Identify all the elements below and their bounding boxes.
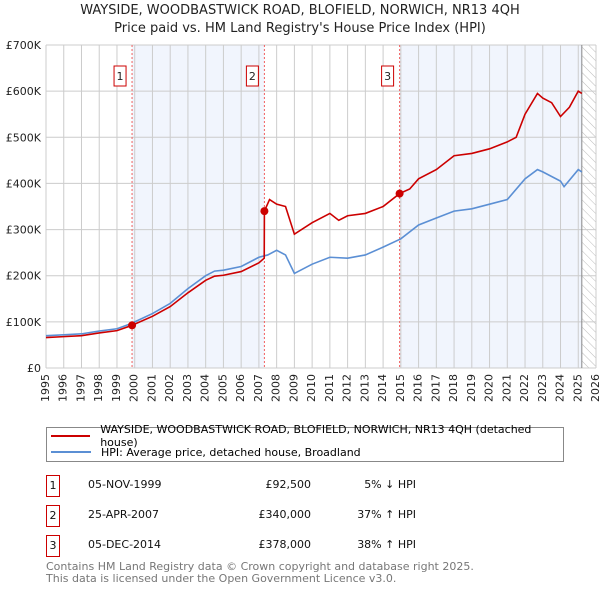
sale-price: £378,000: [258, 538, 312, 551]
x-tick-label: 2024: [554, 374, 567, 402]
x-tick-label: 2014: [376, 374, 389, 402]
x-tick-label: 2006: [234, 374, 247, 402]
sale-badge: 3: [46, 535, 60, 557]
x-tick-label: 2009: [287, 374, 300, 402]
sale-point: [128, 321, 137, 330]
chart-plot: 1995 1996 1997 1998 1999 2000 2001 2002 2003 2004…: [6, 39, 600, 402]
y-tick-label: £600K: [6, 85, 42, 98]
x-tick-label: 2021: [500, 374, 513, 402]
x-tick-label: 2010: [305, 374, 318, 402]
sale-row: 1 05-NOV-1999 £92,500 5% ↓ HPI: [46, 475, 446, 497]
x-tick-label: 1998: [92, 374, 105, 402]
chart-title: WAYSIDE, WOODBASTWICK ROAD, BLOFIELD, NO…: [80, 3, 520, 18]
legend-swatch-red: [51, 435, 91, 437]
sale-label-box: [113, 65, 127, 87]
x-tick-label: 2026: [589, 374, 600, 402]
footer-copyright: Contains HM Land Registry data © Crown c…: [46, 560, 474, 573]
sale-date: 05-NOV-1999: [88, 478, 162, 491]
forecast-hatch: [581, 45, 596, 368]
sale-date: 25-APR-2007: [88, 508, 160, 521]
legend: WAYSIDE, WOODBASTWICK ROAD, BLOFIELD, NO…: [46, 423, 564, 462]
sale-period-shade: [399, 45, 582, 368]
sale-label: 3: [384, 70, 391, 83]
x-tick-label: 2001: [145, 374, 158, 402]
sale-hpi-diff: 37% ↑ HPI: [357, 508, 416, 521]
x-tick-label: 2008: [270, 374, 283, 402]
sale-price: £92,500: [265, 478, 312, 491]
x-tick-label: 2017: [429, 374, 442, 402]
x-tick-label: 2020: [483, 374, 496, 402]
x-tick-label: 2023: [536, 374, 549, 402]
sale-price: £340,000: [258, 508, 312, 521]
sale-row: 2 25-APR-2007 £340,000 37% ↑ HPI: [46, 505, 446, 527]
x-tick-label: 2003: [181, 374, 194, 402]
sale-label-box: [245, 65, 259, 87]
x-tick-label: 1995: [39, 374, 52, 402]
legend-label: HPI: Average price, detached house, Broa…: [101, 445, 361, 459]
x-tick-label: 2015: [394, 374, 407, 402]
sale-label: 2: [249, 70, 256, 83]
sale-date: 05-DEC-2014: [88, 538, 162, 551]
x-tick-label: 2012: [341, 374, 354, 402]
sale-badge: 1: [46, 475, 60, 497]
y-tick-label: £700K: [6, 39, 42, 52]
y-tick-label: £300K: [6, 224, 42, 237]
x-tick-label: 2016: [412, 374, 425, 402]
series-line: [45, 90, 583, 339]
sale-hpi-diff: 5% ↓ HPI: [364, 478, 416, 491]
x-tick-label: 2005: [216, 374, 229, 402]
x-tick-label: 2019: [465, 374, 478, 402]
x-tick-label: 2004: [199, 374, 212, 402]
legend-item-hpi: HPI: Average price, detached house, Broa…: [51, 444, 361, 460]
sale-row: 3 05-DEC-2014 £378,000 38% ↑ HPI: [46, 535, 446, 557]
y-tick-label: £100K: [6, 316, 42, 329]
legend-label: WAYSIDE, WOODBASTWICK ROAD, BLOFIELD, NO…: [100, 423, 532, 449]
sale-point: [395, 189, 404, 198]
x-tick-label: 2022: [518, 374, 531, 402]
x-tick-label: 2018: [447, 374, 460, 402]
x-tick-label: 2002: [163, 374, 176, 402]
x-tick-label: 2000: [128, 374, 141, 402]
x-tick-label: 2007: [252, 374, 265, 402]
x-tick-label: 2025: [571, 374, 584, 402]
sale-hpi-diff: 38% ↑ HPI: [357, 538, 416, 551]
sale-point: [260, 207, 269, 216]
series-line: [45, 168, 583, 337]
sale-label-box: [381, 65, 395, 87]
x-tick-label: 2013: [358, 374, 371, 402]
x-tick-label: 1999: [110, 374, 123, 402]
sale-label: 1: [117, 70, 124, 83]
y-tick-label: £500K: [6, 131, 42, 144]
legend-item-property: WAYSIDE, WOODBASTWICK ROAD, BLOFIELD, NO…: [51, 423, 563, 449]
x-tick-label: 1997: [74, 374, 87, 402]
chart-subtitle: Price paid vs. HM Land Registry's House …: [114, 21, 486, 36]
footer-licence: This data is licensed under the Open Gov…: [46, 572, 397, 585]
x-tick-label: 1996: [57, 374, 70, 402]
y-tick-label: £400K: [6, 177, 42, 190]
sale-badge: 2: [46, 505, 60, 527]
x-tick-label: 2011: [323, 374, 336, 402]
legend-swatch-blue: [51, 451, 91, 453]
sale-period-shade: [132, 45, 265, 368]
y-tick-label: £200K: [6, 270, 42, 283]
y-tick-label: £0: [27, 362, 41, 375]
